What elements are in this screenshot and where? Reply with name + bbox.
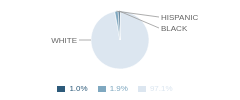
html-text:97.1%: 97.1% bbox=[149, 84, 173, 93]
html-text:1.0%: 1.0% bbox=[69, 84, 88, 93]
svg-text:BLACK: BLACK bbox=[161, 24, 188, 33]
svg-text:WHITE: WHITE bbox=[51, 36, 77, 45]
html-text:1.9%: 1.9% bbox=[109, 84, 128, 93]
svg-text:HISPANIC: HISPANIC bbox=[161, 13, 198, 22]
